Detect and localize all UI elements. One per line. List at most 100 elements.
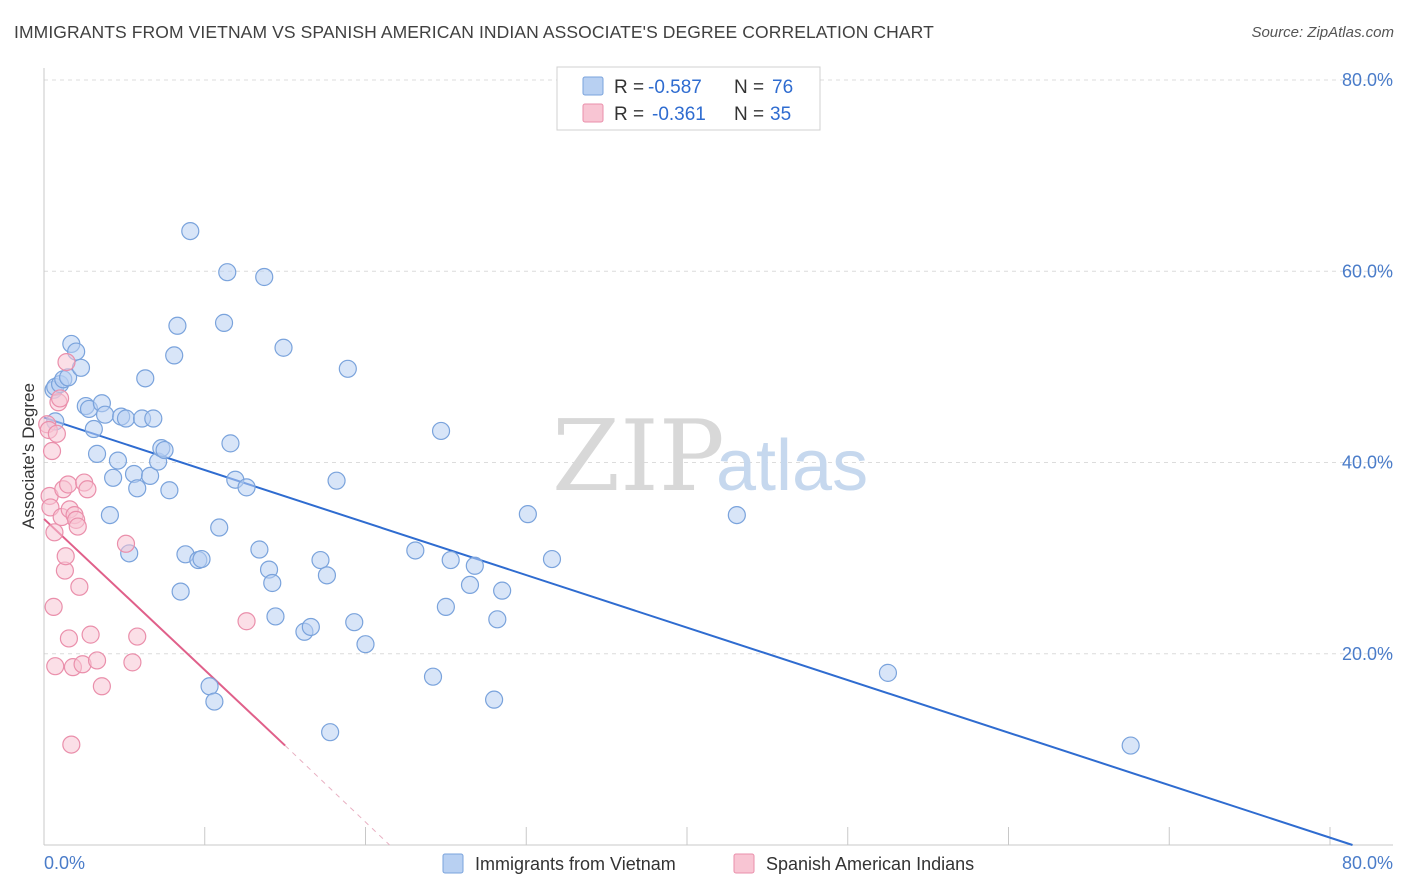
data-point-spanish-american-indian	[116, 534, 136, 553]
data-point-vietnam	[301, 617, 320, 637]
data-point-vietnam	[406, 541, 425, 560]
data-point-vietnam	[181, 221, 200, 241]
data-point-vietnam	[878, 663, 898, 682]
data-point-vietnam	[436, 597, 455, 616]
data-point-vietnam	[338, 359, 357, 378]
data-point-vietnam	[485, 690, 504, 709]
watermark: ZIP atlas	[552, 400, 868, 514]
data-point-vietnam	[263, 573, 282, 593]
data-point-vietnam	[95, 405, 115, 424]
trend-line-vietnam	[43, 416, 1353, 846]
data-point-vietnam	[128, 479, 147, 498]
data-point-vietnam	[311, 550, 330, 570]
x-tick-label-max: 80.0%	[1342, 853, 1393, 873]
data-point-spanish-american-indian	[45, 523, 64, 542]
chart-title: IMMIGRANTS FROM VIETNAM VS SPANISH AMERI…	[14, 22, 934, 42]
data-point-vietnam	[274, 338, 293, 357]
y-tick-label-20: 20.0%	[1342, 644, 1393, 664]
data-point-spanish-american-indian	[46, 657, 65, 676]
legend-swatch-spanish-american-indian	[582, 103, 604, 123]
data-point-vietnam	[218, 263, 237, 282]
data-point-vietnam	[116, 409, 136, 428]
data-point-vietnam	[205, 692, 224, 711]
legend: R = -0.587 N = 76 R = -0.361 N = 35	[556, 66, 821, 131]
data-point-vietnam	[171, 582, 190, 601]
data-point-vietnam	[87, 444, 107, 463]
data-point-spanish-american-indian	[128, 627, 147, 646]
legend-r-value-vietnam: -0.587	[648, 77, 702, 98]
data-point-vietnam	[168, 316, 187, 335]
data-point-vietnam	[140, 466, 160, 485]
data-point-vietnam	[542, 549, 562, 569]
data-point-vietnam	[108, 451, 128, 470]
data-point-vietnam	[237, 478, 256, 497]
legend-swatch-vietnam	[582, 76, 604, 96]
data-point-vietnam	[192, 549, 211, 569]
trend-line-spanish-american-indian	[43, 518, 286, 747]
data-point-vietnam	[441, 550, 460, 570]
bottom-legend-swatch-spanish-american-indian	[733, 853, 755, 874]
source-label: Source: ZipAtlas.com	[1251, 24, 1394, 41]
data-point-vietnam	[104, 468, 123, 487]
data-point-vietnam	[210, 518, 229, 537]
legend-n-value-vietnam: 76	[772, 77, 793, 98]
watermark-zip: ZIP	[552, 400, 725, 514]
data-point-vietnam	[1121, 736, 1140, 755]
data-point-vietnam	[136, 369, 155, 388]
data-point-spanish-american-indian	[62, 735, 81, 754]
data-point-vietnam	[727, 505, 746, 525]
legend-r-value-spanish-american-indian: -0.361	[652, 104, 706, 125]
data-point-spanish-american-indian	[59, 629, 79, 648]
legend-r-label-spanish-american-indian: R =	[614, 104, 644, 125]
data-point-spanish-american-indian	[87, 651, 107, 670]
data-point-vietnam	[356, 635, 375, 654]
data-point-spanish-american-indian	[237, 612, 256, 631]
data-point-spanish-american-indian	[47, 424, 66, 443]
bottom-legend-label-vietnam: Immigrants from Vietnam	[475, 854, 676, 874]
trend-line-extension-spanish-american-indian	[284, 745, 390, 846]
gridlines	[44, 79, 1393, 655]
data-point-vietnam	[465, 556, 484, 575]
data-point-vietnam	[250, 540, 269, 559]
data-point-spanish-american-indian	[56, 547, 75, 566]
x-ticks	[204, 827, 1331, 845]
y-tick-label-80: 80.0%	[1342, 70, 1393, 90]
data-point-vietnam	[255, 267, 274, 287]
y-tick-labels: 20.0% 40.0% 60.0% 80.0%	[1342, 70, 1393, 664]
data-point-vietnam	[221, 434, 240, 453]
y-axis-title: Associate's Degree	[19, 383, 38, 529]
legend-n-label-vietnam: N =	[734, 77, 764, 98]
series-immigrants-from-vietnam	[44, 221, 1140, 755]
data-point-vietnam	[345, 613, 364, 632]
data-point-spanish-american-indian	[92, 677, 111, 696]
data-point-spanish-american-indian	[57, 352, 76, 372]
data-point-vietnam	[84, 419, 103, 439]
legend-n-value-spanish-american-indian: 35	[770, 104, 791, 125]
data-point-vietnam	[493, 581, 512, 600]
data-point-spanish-american-indian	[68, 517, 87, 536]
y-tick-label-60: 60.0%	[1342, 261, 1393, 281]
data-point-vietnam	[518, 505, 537, 524]
data-point-spanish-american-indian	[59, 475, 78, 494]
data-point-vietnam	[214, 313, 234, 332]
data-point-vietnam	[423, 667, 443, 686]
data-point-spanish-american-indian	[42, 441, 62, 461]
bottom-legend-swatch-vietnam	[442, 853, 464, 874]
data-point-vietnam	[317, 566, 337, 585]
data-point-spanish-american-indian	[70, 577, 89, 596]
data-point-vietnam	[327, 471, 346, 490]
data-point-spanish-american-indian	[78, 480, 97, 499]
legend-n-label-spanish-american-indian: N =	[734, 104, 764, 125]
data-point-spanish-american-indian	[81, 625, 100, 644]
series-spanish-american-indians	[38, 352, 256, 754]
data-point-vietnam	[144, 409, 163, 428]
data-point-vietnam	[200, 677, 219, 696]
data-point-vietnam	[321, 723, 340, 742]
legend-r-label-vietnam: R =	[614, 77, 644, 98]
data-point-vietnam	[160, 481, 179, 500]
data-point-vietnam	[266, 607, 285, 626]
data-point-spanish-american-indian	[50, 389, 70, 408]
y-tick-label-40: 40.0%	[1342, 453, 1393, 473]
data-point-vietnam	[431, 421, 451, 441]
